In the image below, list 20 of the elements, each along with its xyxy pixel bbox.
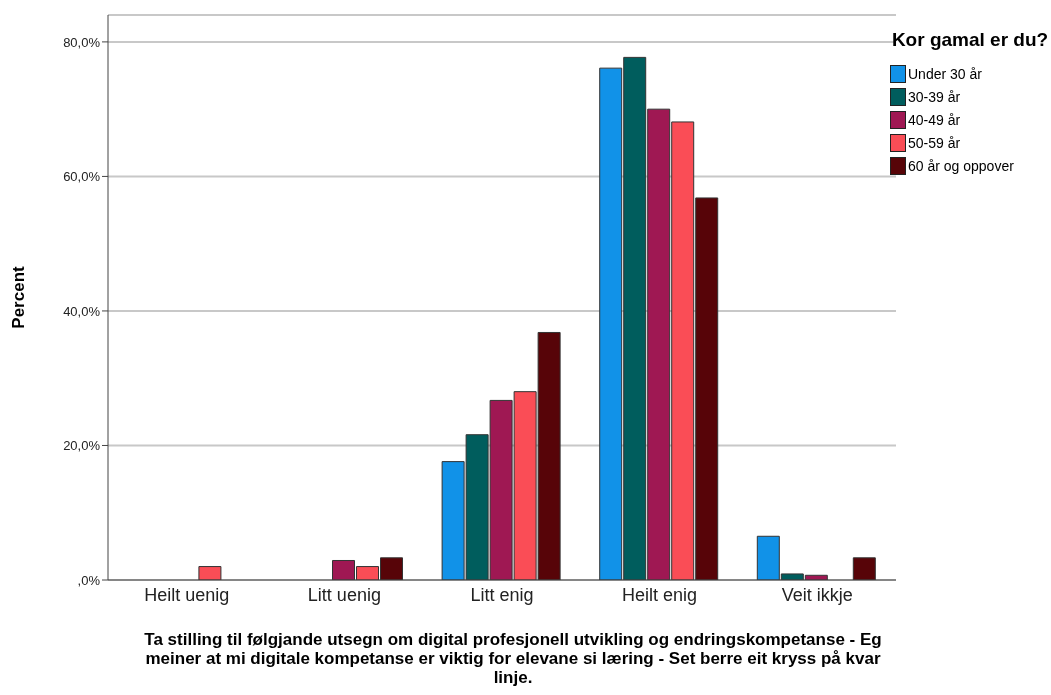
y-axis-title: Percent bbox=[9, 265, 29, 329]
legend-label: 50-59 år bbox=[908, 134, 961, 151]
legend-label: 30-39 år bbox=[908, 88, 961, 105]
x-axis-title: Ta stilling til følgjande utsegn om digital profesjonell utvikling og endringskompetanse - Eg meiner at mi digitale kompetanse er viktig for elevane si læring - Set berre eit kryss på kvar linje. bbox=[143, 630, 883, 687]
y-tick-label: ,0% bbox=[77, 572, 101, 588]
bar bbox=[852, 557, 876, 580]
x-tick-label: Heilt uenig bbox=[144, 584, 230, 605]
y-tick-label: 20,0% bbox=[63, 438, 101, 454]
x-tick-label: Veit ikkje bbox=[781, 584, 853, 605]
legend-label: 60 år og oppover bbox=[908, 157, 1014, 174]
x-tick-label: Litt uenig bbox=[307, 584, 381, 605]
legend-title: Kor gamal er du? bbox=[890, 29, 1050, 50]
x-tick-label: Litt enig bbox=[470, 584, 534, 605]
y-tick-label: 40,0% bbox=[63, 303, 101, 319]
y-tick-label: 80,0% bbox=[63, 34, 101, 50]
bar bbox=[198, 566, 222, 580]
y-tick-label: 60,0% bbox=[63, 169, 101, 185]
legend-label: Under 30 år bbox=[908, 65, 982, 82]
x-tick-label: Heilt enig bbox=[622, 584, 698, 605]
legend-label: 40-49 år bbox=[908, 111, 961, 128]
